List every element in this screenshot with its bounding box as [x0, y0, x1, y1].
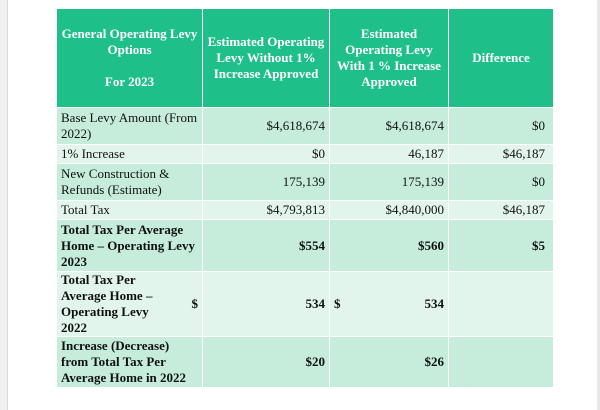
cell-difference: $46,187: [448, 144, 554, 164]
row-label: 1% Increase: [56, 144, 203, 164]
table-row-total-tax: Total Tax $4,793,813 $4,840,000 $46,187: [56, 200, 554, 220]
row-label-cell: Total Tax Per Average Home – Operating L…: [56, 271, 203, 337]
currency-symbol: $: [334, 296, 341, 311]
header-without-increase: Estimated Operating Levy Without 1% Incr…: [202, 8, 330, 108]
cell-without-increase: $0: [202, 144, 330, 164]
header-with-increase: Estimated Operating Levy With 1 % Increa…: [329, 8, 449, 108]
cell-difference: $0: [448, 107, 554, 145]
cell-without-increase: 175,139: [202, 163, 330, 201]
levy-options-table: General Operating Levy Options For 2023 …: [56, 8, 554, 388]
currency-symbol: $: [191, 296, 199, 311]
row-label: New Construction & Refunds (Estimate): [56, 163, 203, 201]
cell-without-increase: $20: [202, 336, 330, 388]
cell-difference: $0: [448, 163, 554, 201]
header-levy-options: General Operating Levy Options For 2023: [56, 8, 203, 108]
row-label: Total Tax Per Average Home – Operating L…: [61, 272, 153, 335]
table-row-increase-decrease: Increase (Decrease) from Total Tax Per A…: [56, 336, 554, 388]
table-row-base-levy: Base Levy Amount (From 2022) $4,618,674 …: [56, 107, 554, 145]
cell-with-increase: 534: [424, 296, 445, 311]
cell-with-increase: $4,840,000: [329, 200, 449, 220]
cell-without-increase: $554: [202, 219, 330, 272]
cell-with-increase: $26: [329, 336, 449, 388]
document-right-edge: [597, 0, 600, 410]
cell-difference: $46,187: [448, 200, 554, 220]
table-row-one-percent: 1% Increase $0 46,187 $46,187: [56, 144, 554, 164]
cell-with-increase-cell: $ 534: [329, 271, 449, 337]
row-label: Total Tax: [56, 200, 203, 220]
cell-without-increase: $4,793,813: [202, 200, 330, 220]
cell-with-increase: 46,187: [329, 144, 449, 164]
header-difference: Difference: [448, 8, 554, 108]
cell-without-increase: $4,618,674: [202, 107, 330, 145]
table-row-avg-home-2022: Total Tax Per Average Home – Operating L…: [56, 271, 554, 337]
table-header-row: General Operating Levy Options For 2023 …: [56, 8, 554, 108]
cell-with-increase: $560: [329, 219, 449, 272]
cell-difference: [448, 336, 554, 388]
cell-with-increase: 175,139: [329, 163, 449, 201]
row-label: Base Levy Amount (From 2022): [56, 107, 203, 145]
document-page-edge: [0, 0, 8, 410]
table-row-new-construction: New Construction & Refunds (Estimate) 17…: [56, 163, 554, 201]
table-row-avg-home-2023: Total Tax Per Average Home – Operating L…: [56, 219, 554, 272]
cell-difference: $5: [448, 219, 554, 272]
cell-difference: [448, 271, 554, 337]
cell-without-increase: 534: [202, 271, 330, 337]
cell-with-increase: $4,618,674: [329, 107, 449, 145]
row-label: Total Tax Per Average Home – Operating L…: [56, 219, 203, 272]
header-levy-options-title: General Operating Levy Options: [61, 26, 198, 57]
header-levy-year: For 2023: [104, 74, 155, 89]
row-label: Increase (Decrease) from Total Tax Per A…: [56, 336, 203, 388]
